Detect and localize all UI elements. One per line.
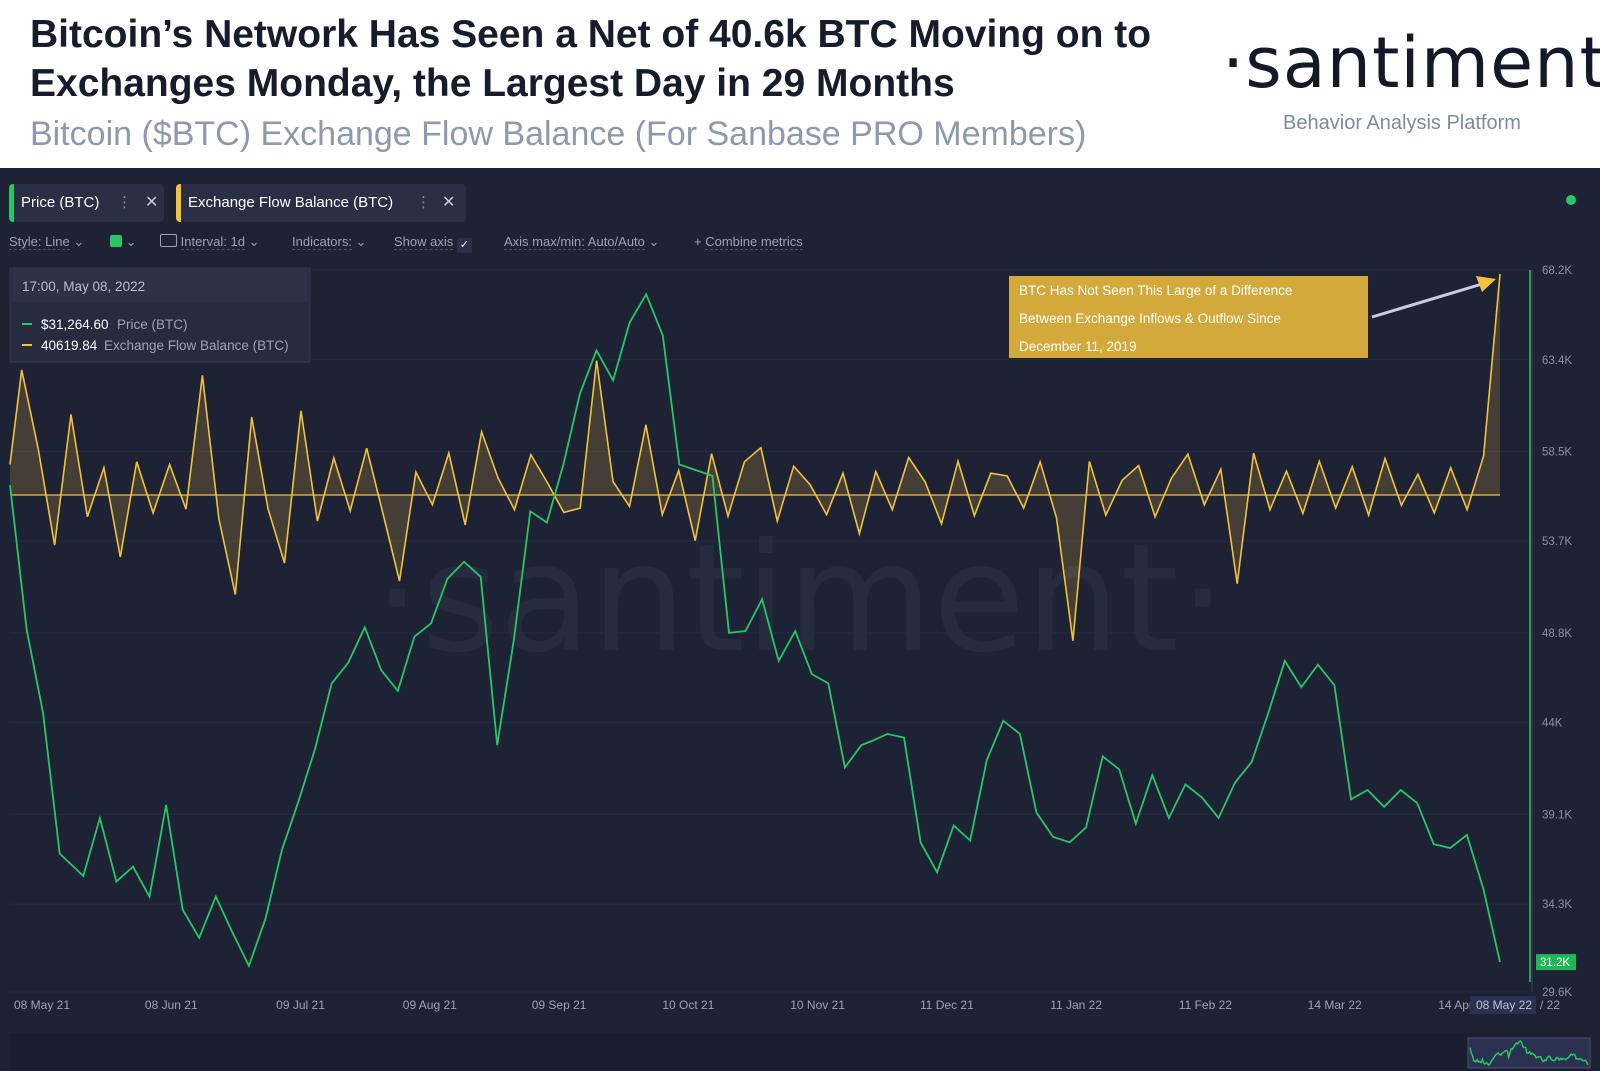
y-tick-label: 39.1K xyxy=(1542,809,1572,821)
x-axis: 08 May 21 08 Jun 21 09 Jul 21 09 Aug 21 09 S… xyxy=(14,996,1560,1014)
y-tick-label: 34.3K xyxy=(1542,899,1572,911)
indicators-dropdown[interactable]: Indicators: ⌄ xyxy=(292,231,367,253)
y-tick-label: 44K xyxy=(1542,718,1563,730)
x-tick-label: 08 May 21 xyxy=(14,998,70,1012)
y-tick-label: 29.6K xyxy=(1542,987,1572,999)
watermark: ·santiment· xyxy=(373,512,1226,686)
chevron-down-icon: ⌄ xyxy=(73,234,85,249)
tooltip-date: 17:00, May 08, 2022 xyxy=(22,279,145,294)
y-tick-label: 68.2K xyxy=(1542,265,1572,277)
annotation-line: December 11, 2019 xyxy=(1019,339,1137,354)
show-axis-toggle[interactable]: Show axis ✓ xyxy=(394,231,472,253)
annotation-line: Between Exchange Inflows & Outflow Since xyxy=(1019,311,1281,326)
axis-maxmin-dropdown[interactable]: Axis max/min: Auto/Auto ⌄ xyxy=(504,231,659,253)
x-tick-label: 09 Sep 21 xyxy=(532,998,587,1012)
x-end-suffix: / 22 xyxy=(1540,998,1560,1012)
tooltip-flow-label: Exchange Flow Balance (BTC) xyxy=(104,338,289,353)
checkbox-checked-icon: ✓ xyxy=(456,238,472,253)
axis-maxmin-label: Axis max/min: Auto/Auto xyxy=(504,234,645,250)
page-subtitle: Bitcoin ($BTC) Exchange Flow Balance (Fo… xyxy=(30,115,1087,153)
metric-color-bar xyxy=(176,184,181,222)
x-end-badge xyxy=(1470,996,1536,1014)
tooltip-price-label: Price (BTC) xyxy=(117,317,188,332)
interval-dropdown[interactable]: Interval: 1d ⌄ xyxy=(160,231,259,253)
price-line xyxy=(9,292,1501,969)
close-icon[interactable]: ✕ xyxy=(145,194,159,211)
close-icon[interactable]: ✕ xyxy=(442,194,456,211)
current-price-label: 31.2K xyxy=(1540,957,1570,969)
metric-color-bar xyxy=(9,184,14,222)
x-tick-label: 11 Feb 22 xyxy=(1179,998,1232,1012)
x-tick-label: 10 Oct 21 xyxy=(662,998,714,1012)
style-dropdown[interactable]: Style: Line ⌄ xyxy=(9,231,84,253)
chevron-down-icon: ⌄ xyxy=(648,234,660,249)
y-tick-label: 48.8K xyxy=(1542,628,1572,640)
flow-line xyxy=(9,273,1501,641)
metric-chip-price[interactable]: Price (BTC) ⋮ ✕ xyxy=(9,184,164,222)
current-price-badge xyxy=(1536,954,1576,971)
annotation-arrowhead-icon xyxy=(1476,276,1496,292)
logo-tagline: Behavior Analysis Platform xyxy=(1283,112,1521,134)
chevron-down-icon: ⌄ xyxy=(125,234,137,249)
tooltip-price-value: $31,264.60 xyxy=(41,317,109,332)
status-dot-icon xyxy=(1566,195,1576,205)
annotation-box xyxy=(1009,276,1368,358)
metric-label-price: Price (BTC) xyxy=(21,194,100,211)
y-axis: 29.6K 34.3K 39.1K 44K 48.8K 53.7K 58.5K 63.4K 68… xyxy=(1529,265,1576,999)
tooltip: 17:00, May 08, 2022 $31,264.60 Price (BT… xyxy=(9,267,311,363)
x-tick-label: 09 Aug 21 xyxy=(403,998,457,1012)
color-swatch xyxy=(110,235,122,247)
indicators-label: Indicators: xyxy=(292,234,352,250)
x-end-label: 08 May 22 xyxy=(1476,998,1532,1012)
annotation-arrow xyxy=(1371,282,1483,319)
y-tick-label: 63.4K xyxy=(1542,355,1572,367)
navigator-track xyxy=(10,1033,1590,1071)
metric-label-flow: Exchange Flow Balance (BTC) xyxy=(188,194,394,211)
menu-dots-icon[interactable]: ⋮ xyxy=(416,194,431,211)
menu-dots-icon[interactable]: ⋮ xyxy=(117,194,132,211)
annotation: BTC Has Not Seen This Large of a Differe… xyxy=(1009,276,1496,358)
x-tick-label: 14 Mar 22 xyxy=(1308,998,1362,1012)
navigator-price-line xyxy=(1469,1039,1589,1067)
x-tick-label: 11 Dec 21 xyxy=(920,998,974,1012)
combine-metrics-button[interactable]: + Combine metrics xyxy=(694,231,803,253)
annotation-line: BTC Has Not Seen This Large of a Differe… xyxy=(1019,283,1292,298)
page-title: Bitcoin’s Network Has Seen a Net of 40.6… xyxy=(30,13,1152,105)
metric-chip-flow[interactable]: Exchange Flow Balance (BTC) ⋮ ✕ xyxy=(176,184,466,222)
show-axis-label: Show axis xyxy=(394,234,454,250)
calendar-icon xyxy=(160,234,177,247)
interval-label: Interval: 1d xyxy=(180,234,245,250)
y-tick-label: 58.5K xyxy=(1542,446,1572,458)
style-label: Style: Line xyxy=(9,234,70,250)
x-tick-label: 08 Jun 21 xyxy=(145,998,198,1012)
santiment-logo: ·santiment· xyxy=(1222,22,1600,104)
combine-metrics-label: Combine metrics xyxy=(705,234,803,250)
x-tick-label: 11 Jan 22 xyxy=(1050,998,1102,1012)
navigator[interactable] xyxy=(10,1033,1591,1071)
chevron-down-icon: ⌄ xyxy=(355,234,367,249)
y-tick-label: 53.7K xyxy=(1542,536,1572,548)
x-tick-label: 09 Jul 21 xyxy=(276,998,325,1012)
x-tick-label: 10 Nov 21 xyxy=(790,998,845,1012)
flow-area xyxy=(10,274,1500,641)
chevron-down-icon: ⌄ xyxy=(248,234,260,249)
tooltip-header xyxy=(10,268,310,302)
price-series-layer xyxy=(9,292,1501,969)
tooltip-flow-value: 40619.84 xyxy=(41,338,98,353)
header: Bitcoin’s Network Has Seen a Net of 40.6… xyxy=(0,0,1600,168)
color-picker[interactable]: ⌄ xyxy=(110,231,137,253)
flow-series-layer xyxy=(9,273,1501,641)
plus-icon: + xyxy=(694,234,702,249)
